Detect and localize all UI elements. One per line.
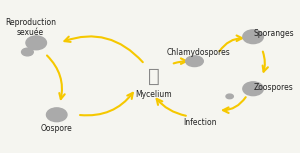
Text: Infection: Infection [184, 118, 217, 127]
Ellipse shape [22, 48, 33, 56]
Ellipse shape [226, 94, 233, 99]
Text: 🌿: 🌿 [148, 67, 159, 86]
Text: Zoospores: Zoospores [254, 83, 293, 92]
Ellipse shape [243, 82, 263, 96]
Ellipse shape [46, 108, 67, 122]
Text: Chlamydospores: Chlamydospores [167, 48, 231, 56]
Text: Reproduction
sexuée: Reproduction sexuée [5, 18, 56, 37]
Text: Mycelium: Mycelium [135, 90, 172, 99]
Text: Oospore: Oospore [41, 124, 73, 133]
Text: Sporanges: Sporanges [253, 29, 294, 38]
Ellipse shape [243, 30, 263, 44]
Ellipse shape [26, 36, 46, 50]
Ellipse shape [186, 56, 203, 67]
